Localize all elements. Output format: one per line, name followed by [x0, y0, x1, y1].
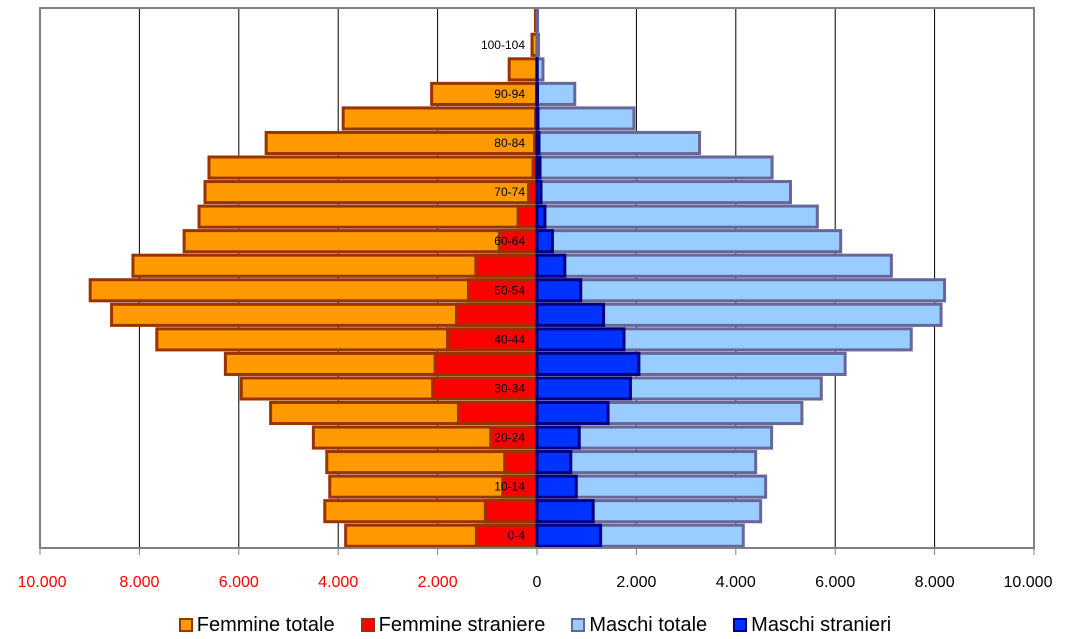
- bar-maschi-totale-70-74: [535, 180, 792, 205]
- bar-maschi-totale-90-94: [535, 81, 577, 106]
- x-axis-ticks: 10.000 8.000 6.000 4.000 2.000 0 2.000 4.000 6.0…: [18, 548, 1053, 591]
- bar-maschi-stranieri-60-64: [535, 229, 554, 254]
- x-tick-label: 10.000: [18, 574, 67, 591]
- age-label: 10-14: [494, 480, 525, 494]
- age-label: 50-54: [494, 283, 525, 297]
- bar-maschi-totale-65-69: [535, 204, 819, 229]
- legend-label: Maschi totale: [589, 613, 708, 636]
- x-tick-label: 8.000: [119, 574, 159, 591]
- legend-item: Femmine totale: [178, 613, 335, 637]
- population-pyramid-chart: 0-4 10-14 20-24 30-34 40-44 50-54 60-64 70-74 80…: [18, 7, 1053, 591]
- bar-maschi-stranieri-40-44: [535, 327, 626, 352]
- legend-swatch: [360, 618, 375, 632]
- x-tick-label: 4.000: [716, 574, 756, 591]
- x-tick-label: 0: [533, 574, 542, 591]
- bar-femmine-straniere-15-19: [503, 450, 539, 475]
- age-labels: 0-4 10-14 20-24 30-34 40-44 50-54 60-64 70-74 80…: [481, 38, 525, 543]
- age-label: 30-34: [494, 381, 525, 395]
- bar-maschi-stranieri-55-59: [535, 253, 567, 278]
- legend-item: Maschi stranieri: [733, 614, 891, 637]
- bar-maschi-totale-55-59: [535, 253, 893, 278]
- x-tick-label: 4.000: [318, 574, 358, 591]
- bar-maschi-stranieri-80-84: [535, 130, 541, 156]
- bar-maschi-stranieri-85-89: [535, 106, 540, 131]
- legend-swatch: [733, 618, 748, 632]
- age-label: 40-44: [494, 332, 525, 346]
- bar-maschi-totale-100-104: [535, 32, 540, 57]
- bar-maschi-stranieri-0-4: [535, 523, 603, 548]
- age-label: 80-84: [494, 136, 525, 150]
- bar-femmine-totale-60-64: [182, 229, 539, 254]
- bar-femmine-totale-95-99: [507, 57, 539, 82]
- bar-maschi-totale-50-54: [535, 278, 947, 303]
- legend: Femmine totale Femmine straniere Maschi to…: [0, 612, 1070, 638]
- bar-maschi-stranieri-20-24: [535, 425, 581, 450]
- bar-femmine-totale-85-89: [341, 106, 539, 131]
- bar-femmine-straniere-45-49: [454, 302, 539, 327]
- x-tick-label: 6.000: [219, 574, 259, 591]
- bar-maschi-stranieri-35-39: [535, 351, 641, 376]
- bar-femmine-straniere-55-59: [474, 253, 539, 278]
- age-label: 0-4: [508, 529, 526, 543]
- x-tick-label: 2.000: [616, 574, 656, 591]
- legend-item: Femmine straniere: [360, 613, 546, 637]
- bar-maschi-stranieri-25-29: [535, 400, 610, 426]
- age-label: 100-104: [481, 38, 525, 52]
- x-tick-label: 10.000: [1004, 574, 1053, 591]
- bar-maschi-stranieri-10-14: [535, 474, 578, 499]
- age-label: 60-64: [494, 234, 525, 248]
- bar-maschi-stranieri-65-69: [535, 204, 547, 229]
- bar-maschi-stranieri-50-54: [535, 278, 583, 303]
- x-tick-label: 2.000: [418, 574, 458, 591]
- bar-maschi-totale-60-64: [535, 229, 843, 254]
- x-tick-label: 6.000: [815, 574, 855, 591]
- bar-maschi-stranieri-45-49: [535, 302, 606, 327]
- bar-femmine-totale-70-74: [203, 180, 539, 205]
- bar-maschi-totale-75-79: [535, 155, 774, 180]
- bars: [88, 8, 947, 548]
- bar-femmine-straniere-65-69: [516, 204, 539, 229]
- age-label: 70-74: [494, 185, 525, 199]
- bar-maschi-stranieri-5-9: [535, 499, 595, 524]
- bar-femmine-totale-75-79: [207, 155, 539, 180]
- legend-item: Maschi totale: [571, 614, 707, 637]
- bar-maschi-totale-85-89: [535, 106, 636, 131]
- bar-maschi-stranieri-15-19: [535, 450, 573, 475]
- legend-swatch: [178, 618, 193, 632]
- legend-label: Femmine straniere: [378, 613, 546, 636]
- legend-label: Maschi stranieri: [751, 613, 892, 636]
- age-label: 90-94: [494, 87, 525, 101]
- bar-maschi-stranieri-30-34: [535, 376, 632, 401]
- bar-femmine-totale-65-69: [197, 204, 539, 229]
- age-label: 20-24: [494, 431, 525, 445]
- bar-femmine-straniere-5-9: [483, 499, 539, 524]
- bar-femmine-straniere-25-29: [456, 400, 539, 426]
- bar-maschi-stranieri-75-79: [535, 155, 542, 180]
- bar-femmine-straniere-35-39: [433, 351, 539, 376]
- x-tick-label: 8.000: [915, 574, 955, 591]
- legend-label: Femmine totale: [196, 613, 335, 636]
- legend-swatch: [571, 618, 586, 632]
- bar-maschi-totale-80-84: [535, 130, 702, 156]
- bar-maschi-stranieri-70-74: [535, 180, 543, 205]
